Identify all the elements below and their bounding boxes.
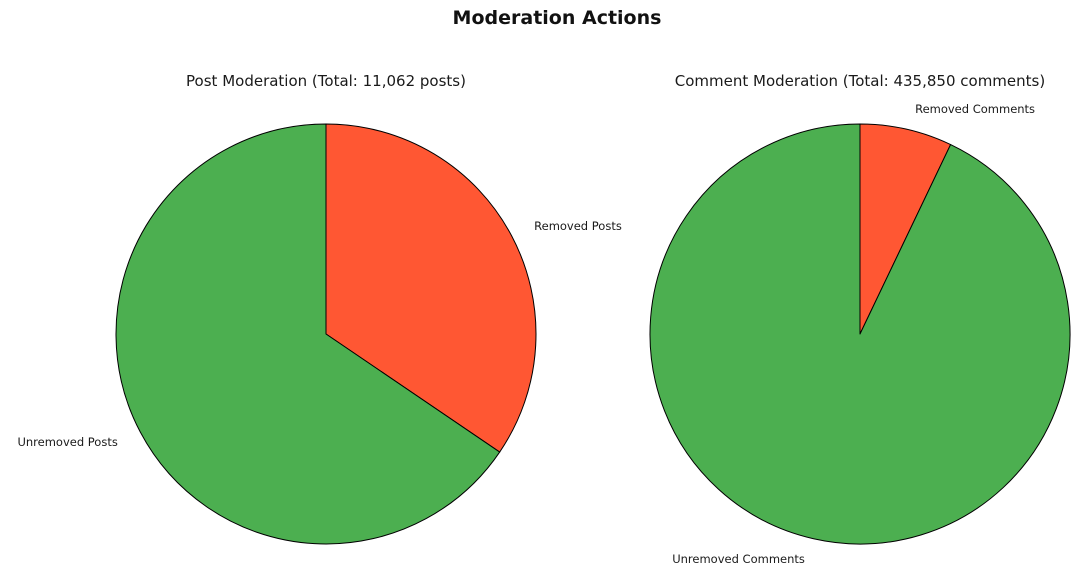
main-title: Moderation Actions — [452, 7, 662, 29]
pie-slice-removed-posts — [325, 123, 537, 453]
slice-label-unremoved-comments: Unremoved Comments — [672, 552, 805, 567]
chart-title-posts: Post Moderation (Total: 11,062 posts) — [186, 72, 466, 90]
slice-label-removed-posts: Removed Posts — [534, 218, 622, 233]
pie-comments — [649, 123, 1071, 545]
pie-posts — [115, 123, 537, 545]
pie-slice-unremoved-comments — [649, 123, 1071, 545]
slice-label-removed-comments: Removed Comments — [915, 101, 1036, 116]
chart-title-comments: Comment Moderation (Total: 435,850 comme… — [674, 72, 1046, 90]
pie-slice-unremoved-posts — [115, 123, 501, 545]
slice-label-unremoved-posts: Unremoved Posts — [17, 435, 118, 450]
